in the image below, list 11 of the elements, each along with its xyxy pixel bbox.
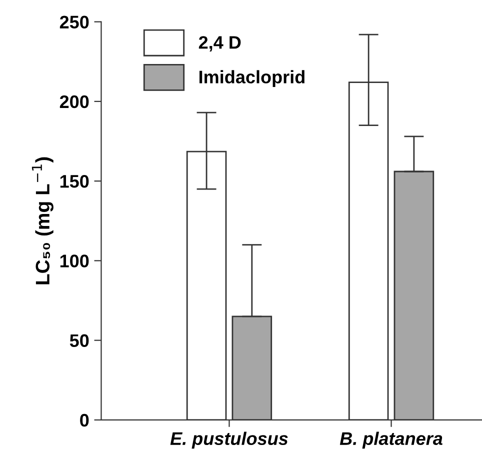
y-tick-label: 50 bbox=[70, 334, 89, 348]
y-tick-label: 150 bbox=[60, 174, 89, 188]
y-axis-title: LC₅₀ (mg L$^{−1}$) bbox=[32, 157, 54, 284]
y-tick-label: 0 bbox=[80, 414, 89, 427]
x-tick-label: E. pustulosus bbox=[170, 432, 288, 449]
y-tick-label: 250 bbox=[60, 16, 89, 29]
y-tick-label: 100 bbox=[60, 254, 89, 268]
y-tick-label: 200 bbox=[60, 95, 89, 108]
legend-label: Imidacloprid bbox=[200, 70, 304, 87]
legend-label: 2,4 D bbox=[198, 36, 241, 52]
x-tick-label: B. platanera bbox=[340, 432, 442, 449]
